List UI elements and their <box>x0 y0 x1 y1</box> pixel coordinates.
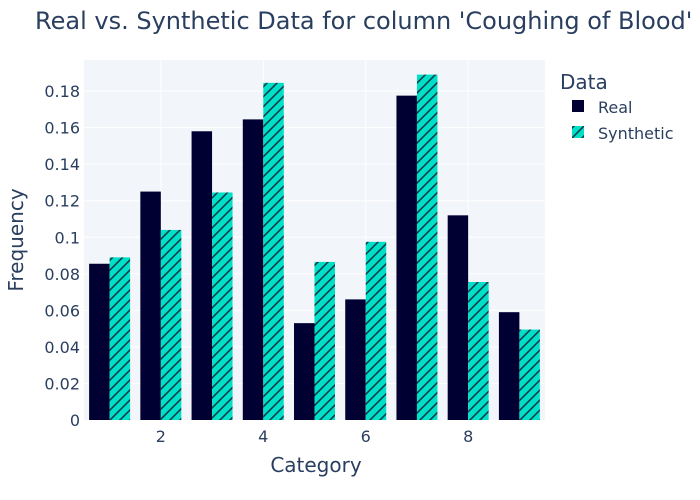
bars-layer <box>89 74 540 420</box>
bar-real-1[interactable] <box>89 263 110 420</box>
bar-synthetic-1[interactable] <box>109 257 131 420</box>
bar-real-6[interactable] <box>345 299 366 420</box>
legend-item-real[interactable]: Real <box>572 98 633 117</box>
chart-title: Real vs. Synthetic Data for column 'Coug… <box>35 7 692 35</box>
legend-title: Data <box>560 70 608 94</box>
y-tick-label: 0.08 <box>44 265 80 284</box>
bar-synthetic-9[interactable] <box>519 329 540 420</box>
x-tick-label: 6 <box>361 427 371 446</box>
bar-real-7[interactable] <box>396 95 417 420</box>
bar-real-3[interactable] <box>191 131 213 420</box>
bar-real-5[interactable] <box>294 323 315 420</box>
x-tick-label: 2 <box>156 427 166 446</box>
legend-swatch-real <box>572 100 584 112</box>
legend-swatch-synthetic <box>572 126 584 138</box>
legend-item-synthetic[interactable]: Synthetic <box>572 124 674 143</box>
x-axis-title: Category <box>270 453 362 477</box>
bar-real-2[interactable] <box>140 191 161 420</box>
y-tick-label: 0.06 <box>44 301 80 320</box>
bar-real-9[interactable] <box>498 312 520 420</box>
y-tick-label: 0.18 <box>44 82 80 101</box>
legend-label-real: Real <box>598 98 633 117</box>
y-tick-labels: 0 0.02 0.04 0.06 0.08 0.1 0.12 0.14 0.16 0.18 <box>44 82 80 430</box>
bar-synthetic-2[interactable] <box>160 229 182 420</box>
y-tick-label: 0.04 <box>44 338 80 357</box>
y-tick-label: 0.1 <box>55 228 80 247</box>
bar-synthetic-3[interactable] <box>212 192 233 420</box>
bar-synthetic-4[interactable] <box>263 82 284 420</box>
bar-synthetic-6[interactable] <box>365 241 387 420</box>
x-tick-label: 4 <box>258 427 268 446</box>
legend[interactable]: Data Real Synthetic <box>560 70 674 143</box>
bar-synthetic-7[interactable] <box>416 74 438 420</box>
y-tick-label: 0.14 <box>44 155 80 174</box>
y-tick-label: 0.12 <box>44 192 80 211</box>
x-tick-label: 8 <box>463 427 473 446</box>
bar-real-8[interactable] <box>447 215 469 420</box>
bar-synthetic-8[interactable] <box>468 282 489 420</box>
y-tick-label: 0.02 <box>44 374 80 393</box>
legend-label-synthetic: Synthetic <box>598 124 674 143</box>
y-axis-title: Frequency <box>4 188 28 291</box>
y-tick-label: 0 <box>70 411 80 430</box>
bar-synthetic-5[interactable] <box>314 261 335 420</box>
bar-real-4[interactable] <box>242 119 264 420</box>
y-tick-label: 0.16 <box>44 119 80 138</box>
x-tick-labels: 2 4 6 8 <box>156 427 474 446</box>
